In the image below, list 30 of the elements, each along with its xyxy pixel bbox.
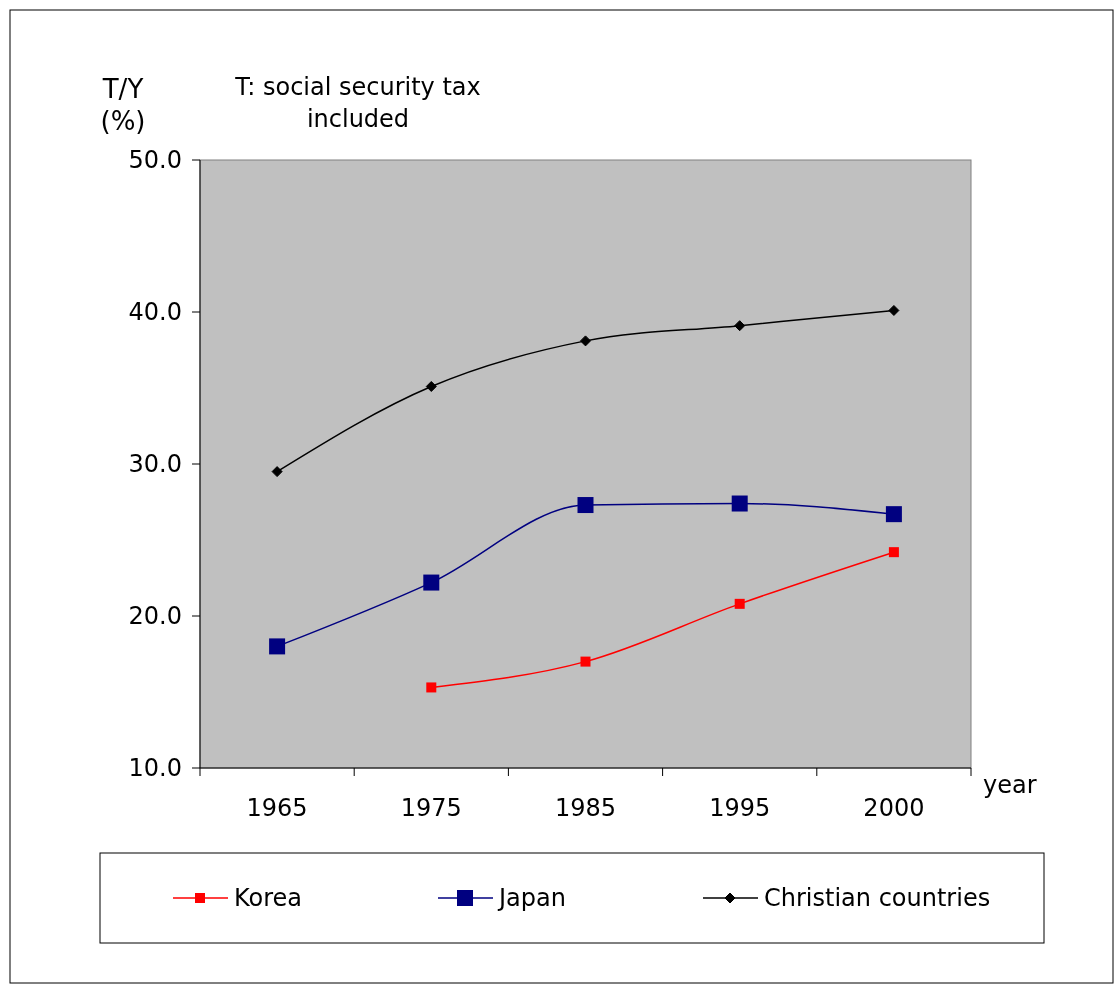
- point: [425, 380, 437, 392]
- point: [423, 574, 440, 591]
- point: [577, 497, 594, 514]
- point: [580, 335, 591, 347]
- x-tick-label: 1985: [554, 794, 617, 822]
- point: [271, 466, 283, 478]
- y-tick-label: 10.0: [128, 754, 182, 783]
- y-axis-title: T/Y (%): [100, 74, 146, 136]
- point: [885, 506, 902, 523]
- point: [888, 304, 900, 316]
- point: [888, 547, 899, 558]
- x-tick-label: 1975: [400, 794, 462, 822]
- point: [426, 682, 437, 693]
- point: [731, 495, 748, 512]
- x-tick-label: 2000: [863, 794, 925, 822]
- y-tick-label: 50.0: [128, 146, 182, 175]
- y-tick-label: 30.0: [128, 450, 182, 479]
- x-tick-label: 1965: [246, 794, 308, 822]
- text: T: social security tax included: [234, 73, 481, 133]
- x-axis-title: year: [983, 771, 1037, 799]
- y-tick-label: 20.0: [128, 602, 182, 631]
- x-tick-label: 1995: [709, 794, 771, 822]
- point: [734, 320, 746, 332]
- point: [734, 598, 745, 609]
- point: [269, 638, 286, 655]
- y-tick-label: 40.0: [128, 298, 182, 327]
- point: [580, 656, 591, 667]
- legend-label: Christian countries: [764, 884, 991, 913]
- legend-label: Japan: [497, 884, 566, 913]
- legend-label: Korea: [234, 884, 303, 913]
